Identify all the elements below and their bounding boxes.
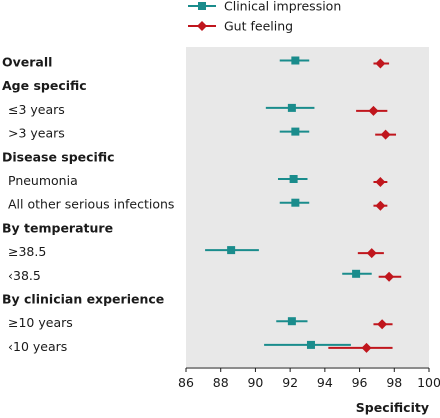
gut-estimate-marker (375, 200, 386, 211)
legend-diamond-marker (197, 21, 207, 31)
x-tick-92: 92 (282, 368, 298, 390)
row-all-other-serious-infections: All other serious infections (8, 197, 388, 212)
x-tick-label: 86 (178, 375, 194, 390)
x-axis-title: Specificity (356, 400, 429, 415)
x-tick-label: 98 (386, 375, 402, 390)
x-tick-label: 96 (352, 375, 368, 390)
clinical-estimate-marker (227, 246, 236, 255)
clinical-estimate-marker (291, 127, 300, 136)
legend-label: Gut feeling (224, 19, 293, 34)
row-label: ≤3 years (8, 102, 65, 117)
clinical-estimate-marker (352, 269, 361, 278)
row-label: >3 years (8, 126, 65, 141)
row-label: All other serious infections (8, 197, 174, 212)
row-lt10-years: ‹10 years (8, 339, 393, 354)
x-tick-90: 90 (247, 368, 263, 390)
legend-label: Clinical impression (224, 0, 341, 14)
legend-entry-gut-feeling: Gut feeling (188, 19, 293, 34)
rows: Overall Age specific ≤3 years >3 years Disea… (2, 55, 402, 354)
x-tick-label: 90 (247, 375, 263, 390)
row-by-temperature: By temperature (2, 220, 113, 235)
x-axis: 86 88 90 92 94 96 98 100 Specificity (178, 367, 440, 415)
x-tick-100: 100 (417, 368, 440, 390)
legend-square-marker (198, 2, 206, 10)
row-label: ‹10 years (8, 339, 67, 354)
row-label: Disease specific (2, 149, 115, 164)
clinical-estimate-marker (291, 56, 300, 65)
clinical-estimate-marker (291, 198, 300, 207)
clinical-estimate-marker (306, 340, 315, 349)
x-tick-86: 86 (178, 368, 194, 390)
row-label: ≥38.5 (8, 244, 46, 259)
x-tick-label: 100 (417, 375, 440, 390)
row-label: ≥10 years (8, 315, 73, 330)
row-ge38-5: ≥38.5 (8, 244, 384, 259)
x-tick-label: 92 (282, 375, 298, 390)
row-age-specific: Age specific (2, 78, 87, 93)
row-label: Age specific (2, 78, 87, 93)
gut-estimate-marker (380, 129, 391, 140)
row-label: Overall (2, 55, 52, 70)
row-gt3-years: >3 years (8, 126, 397, 141)
clinical-estimate-marker (287, 317, 296, 326)
gut-estimate-marker (361, 342, 372, 353)
row-label: By temperature (2, 220, 113, 235)
gut-estimate-marker (375, 58, 386, 69)
x-tick-label: 88 (213, 375, 229, 390)
legend: Clinical impression Gut feeling (188, 0, 341, 34)
plot-background (186, 47, 429, 367)
row-label: By clinician experience (2, 292, 164, 307)
x-tick-label: 94 (317, 375, 333, 390)
row-label: ‹38.5 (8, 268, 41, 283)
gut-estimate-marker (375, 177, 386, 187)
row-by-clinician-experience: By clinician experience (2, 292, 164, 307)
row-le3-years: ≤3 years (8, 102, 388, 117)
x-tick-88: 88 (213, 368, 229, 390)
gut-estimate-marker (377, 319, 388, 330)
gut-estimate-marker (368, 105, 379, 116)
gut-estimate-marker (384, 271, 395, 282)
row-lt38-5: ‹38.5 (8, 268, 402, 283)
gut-estimate-marker (366, 248, 377, 259)
row-ge10-years: ≥10 years (8, 315, 393, 330)
clinical-estimate-marker (287, 103, 296, 112)
x-tick-94: 94 (317, 368, 333, 390)
x-tick-96: 96 (352, 368, 368, 390)
x-tick-98: 98 (386, 368, 402, 390)
row-pneumonia: Pneumonia (8, 173, 388, 188)
row-disease-specific: Disease specific (2, 149, 115, 164)
clinical-estimate-marker (289, 175, 298, 183)
row-overall: Overall (2, 55, 390, 70)
row-label: Pneumonia (8, 173, 78, 188)
legend-entry-clinical-impression: Clinical impression (188, 0, 341, 14)
